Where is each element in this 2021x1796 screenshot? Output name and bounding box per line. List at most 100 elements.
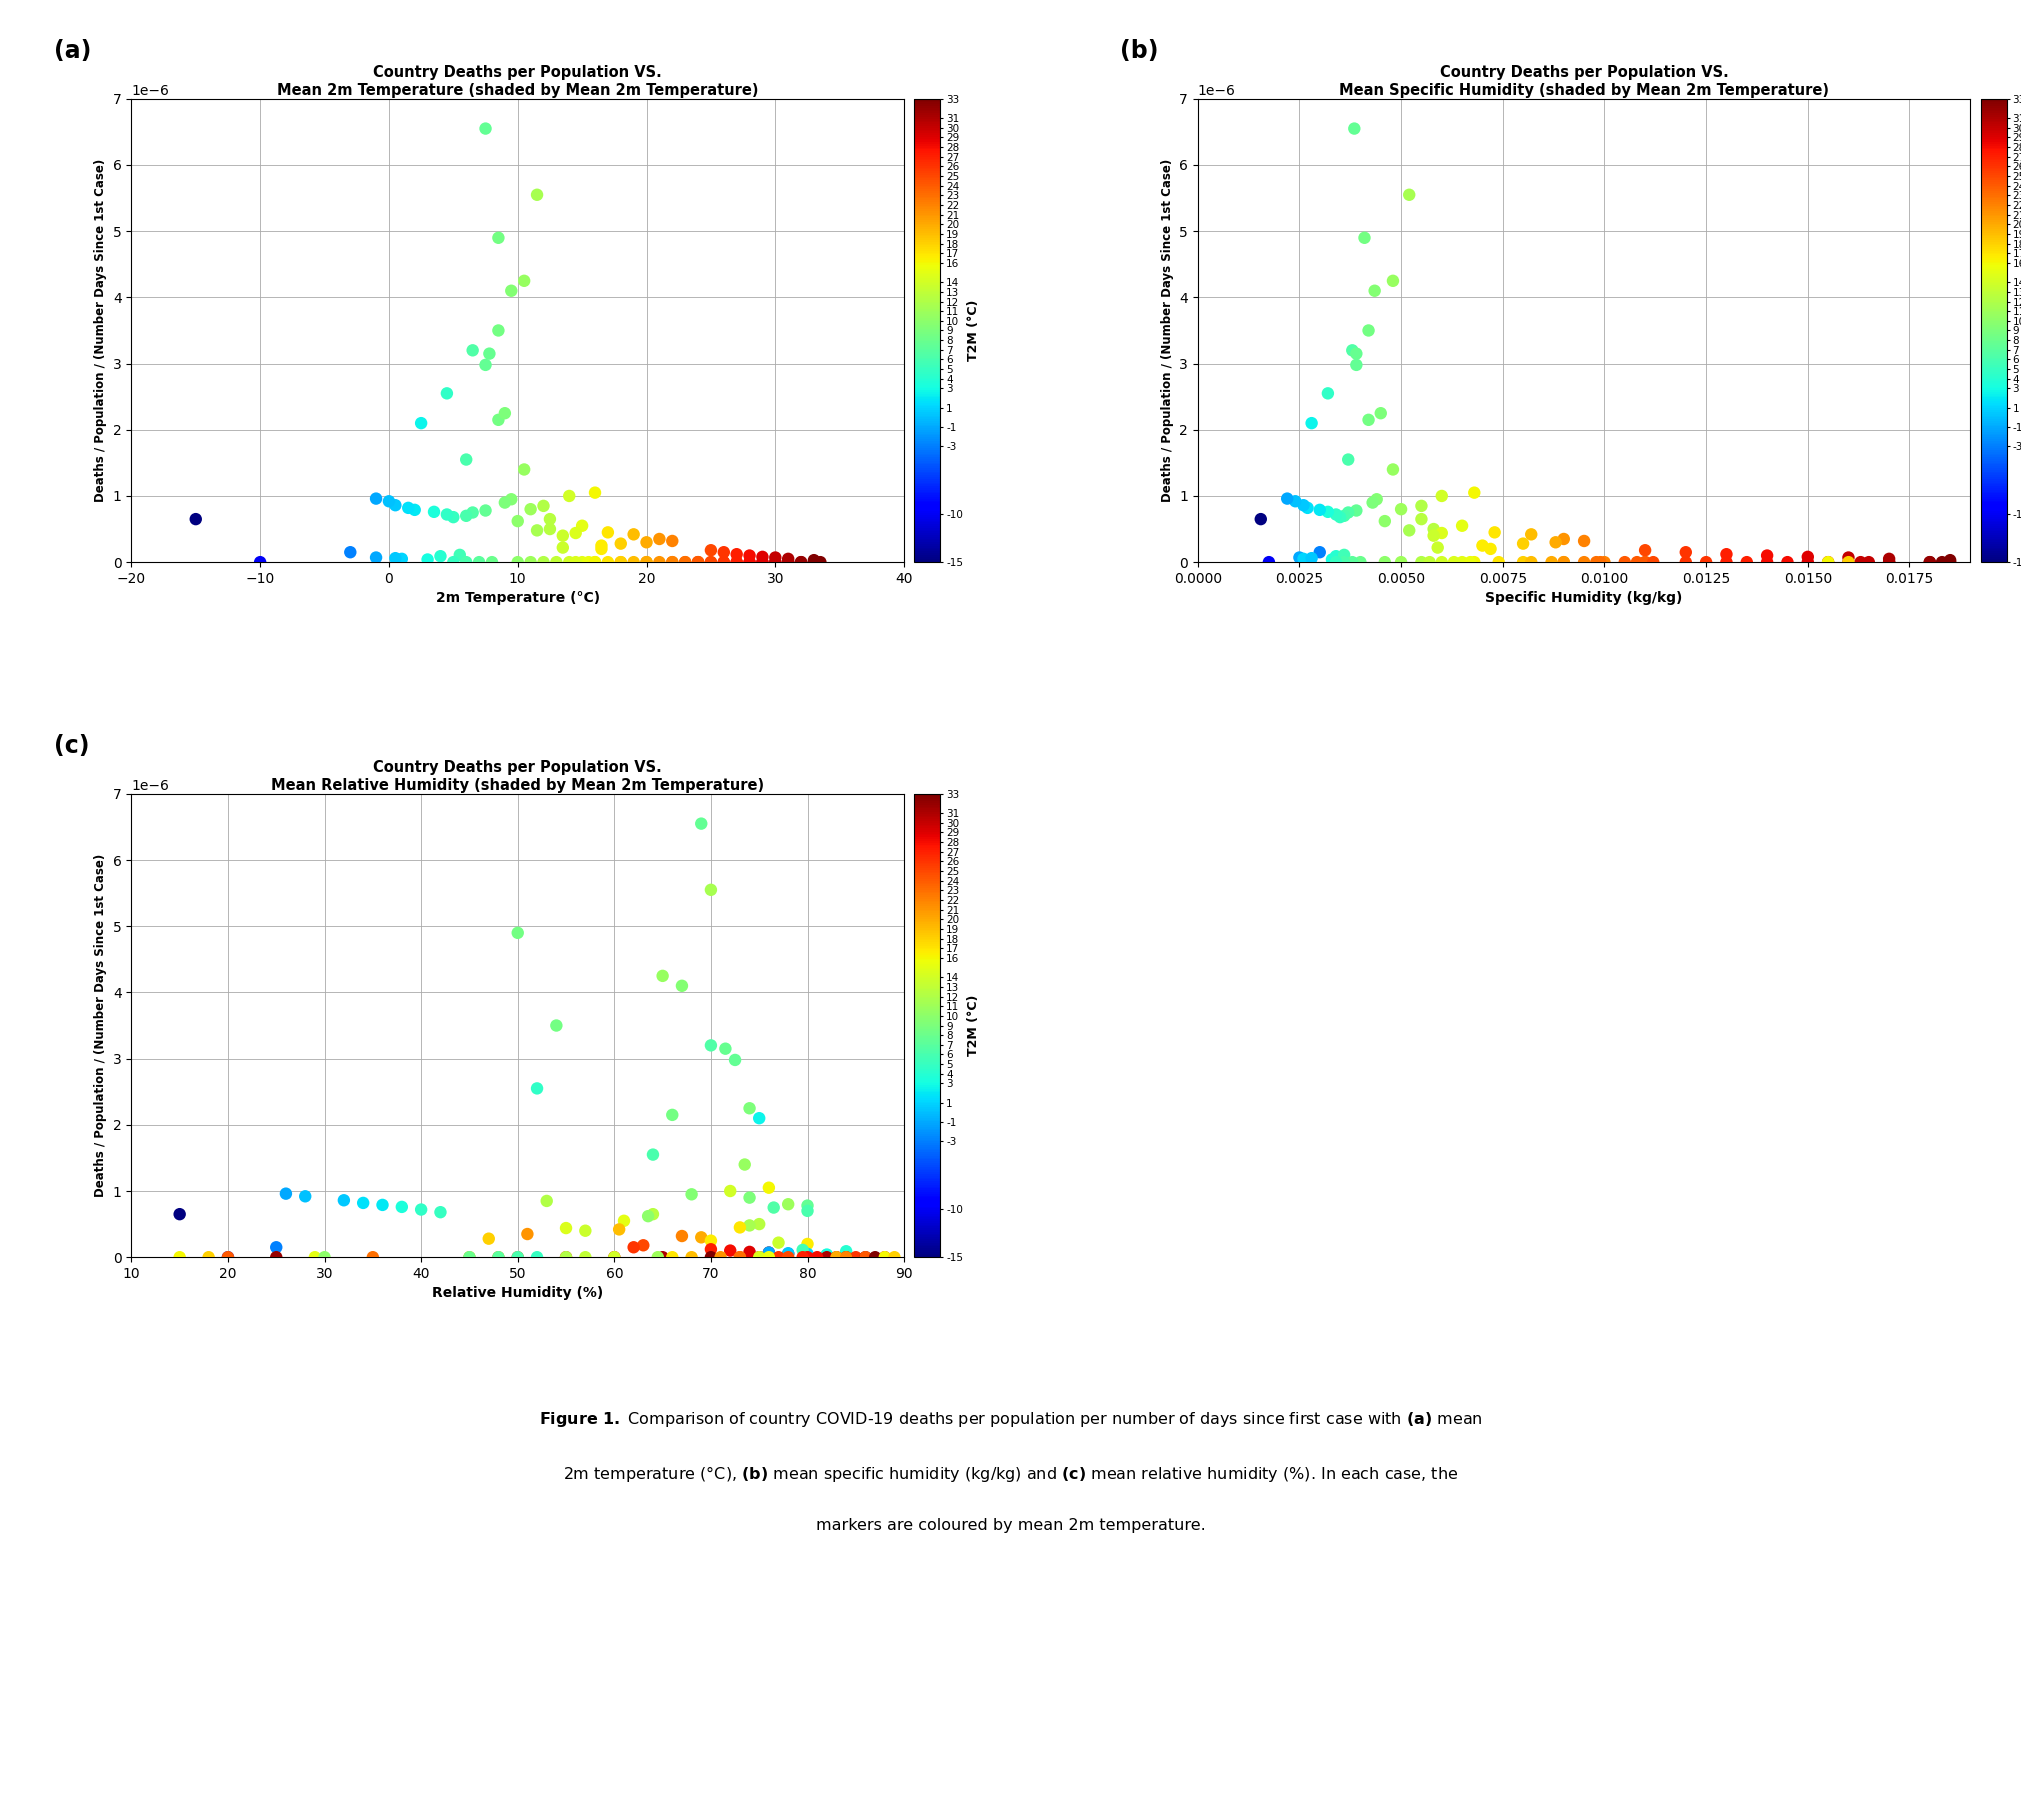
Point [734,541,766,569]
Point [1710,541,1742,569]
Point [501,548,534,577]
Point [327,1185,360,1214]
Point [1304,537,1336,566]
Point [1770,548,1803,577]
Point [1392,180,1425,208]
Point [430,379,463,408]
Point [665,972,697,1000]
Point [572,548,604,577]
Point [665,1221,697,1250]
Point [550,1243,582,1272]
Point [695,548,728,577]
Point [772,1239,804,1268]
Point [1548,548,1580,577]
Point [800,1243,833,1272]
Point [804,548,837,577]
Point [443,541,477,569]
Point [550,1214,582,1243]
Point [772,548,804,577]
Point [418,497,451,526]
Point [521,1243,554,1272]
Point [713,1176,746,1205]
Text: (b): (b) [1120,38,1158,63]
Point [463,548,495,577]
Point [631,548,663,577]
Point [798,546,831,575]
Point [495,485,527,514]
Point [1750,548,1783,577]
Point [269,1180,301,1209]
Point [1340,350,1372,379]
Point [1710,548,1742,577]
Point [501,1243,534,1272]
Point [772,1243,804,1272]
Point [707,537,740,566]
Point [1793,548,1825,577]
Point [641,1243,673,1272]
Point [859,1243,891,1272]
Title: Country Deaths per Population VS.
Mean Relative Humidity (shaded by Mean 2m Temp: Country Deaths per Population VS. Mean R… [271,760,764,792]
Point [1328,501,1360,530]
Point [473,1225,505,1254]
Point [631,528,663,557]
Title: Country Deaths per Population VS.
Mean Specific Humidity (shaded by Mean 2m Temp: Country Deaths per Population VS. Mean S… [1340,65,1829,97]
Point [164,1200,196,1228]
Point [1516,548,1548,577]
Point [695,548,728,577]
Point [1384,496,1417,524]
Point [475,548,507,577]
Point [792,1239,825,1268]
Point [586,532,618,560]
Point [386,1193,418,1221]
Point [831,1243,863,1272]
Point [1629,548,1661,577]
Point [527,548,560,577]
Point [1291,494,1324,523]
Text: markers are coloured by mean 2m temperature.: markers are coloured by mean 2m temperat… [816,1518,1205,1532]
Point [501,1243,534,1272]
Point [372,487,404,515]
Text: $\bf{Figure\ 1.}$ Comparison of country COVID-19 deaths per population per numbe: $\bf{Figure\ 1.}$ Comparison of country … [538,1410,1483,1430]
Point [798,548,831,577]
Point [744,1243,776,1272]
Point [618,521,651,550]
Point [566,512,598,541]
Point [869,1243,901,1272]
Point [489,399,521,427]
Point [657,548,689,577]
Point [1332,445,1364,474]
Point [560,519,592,548]
Point [758,1193,790,1221]
Point [1548,548,1580,577]
Text: 2m temperature (°C), $\bf{(b)}$ mean specific humidity (kg/kg) and $\bf{(c)}$ me: 2m temperature (°C), $\bf{(b)}$ mean spe… [562,1464,1459,1483]
Point [675,1180,707,1209]
Point [540,548,572,577]
Point [1340,339,1372,368]
Point [1508,530,1540,559]
Point [669,548,701,577]
Point [602,1216,635,1245]
Point [1914,548,1946,577]
Point [289,1182,321,1211]
Point [1926,548,1958,577]
Point [695,1031,728,1060]
Point [1873,548,1906,577]
Point [786,1236,819,1264]
Text: (c): (c) [55,733,89,758]
Point [721,548,754,577]
Point [1316,546,1348,575]
Point [633,1202,665,1230]
Point [1669,548,1702,577]
Point [424,542,457,571]
Point [534,515,566,544]
Point [728,1149,760,1178]
Point [1445,512,1477,541]
Point [1320,499,1352,528]
Point [669,548,701,577]
Point [705,1243,738,1272]
X-axis label: 2m Temperature (°C): 2m Temperature (°C) [437,591,600,605]
Point [501,918,534,946]
Point [798,548,831,577]
Point [453,1243,485,1272]
Point [784,548,816,577]
